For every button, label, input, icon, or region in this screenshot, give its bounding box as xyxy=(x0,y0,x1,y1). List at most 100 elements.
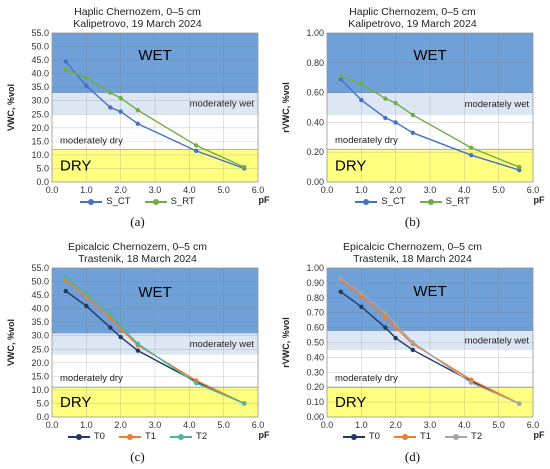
data-point-t2 xyxy=(135,341,141,347)
legend-item-t0: T0 xyxy=(67,431,105,442)
data-point-s_ct xyxy=(393,120,398,125)
y-tick-label: 25.0 xyxy=(31,109,49,119)
x-tick-label: 3.0 xyxy=(149,420,162,430)
legend-swatch xyxy=(67,433,90,441)
x-tick-label: 0.0 xyxy=(321,185,334,195)
y-tick-label: 5.0 xyxy=(36,163,49,173)
zone-label-moderately-dry: moderately dry xyxy=(335,373,398,384)
chart-legend: S_CT S_RT xyxy=(0,196,275,207)
y-axis-label: rVWC, %vol xyxy=(281,317,291,368)
x-axis-label: pF xyxy=(534,195,545,205)
panel-caption: (d) xyxy=(404,449,421,464)
zone-label-dry: DRY xyxy=(335,394,366,411)
plot-frame xyxy=(51,32,259,183)
y-tick-label: 0.40 xyxy=(306,352,324,362)
data-point-t0 xyxy=(63,288,68,294)
x-tick-label: 2.0 xyxy=(389,420,402,430)
legend-label: S_CT xyxy=(381,196,406,207)
chart-plot: 0.00 0.20 0.40 0.60 0.80 1.00 0.0 1.0 2.0 3.0 4.0 5… xyxy=(281,28,545,205)
zone-label-moderately-dry: moderately dry xyxy=(60,135,123,146)
y-tick-label: 50.0 xyxy=(31,277,49,287)
legend-item-t0: T0 xyxy=(342,431,380,442)
plot-frame xyxy=(51,267,259,418)
x-axis-label: pF xyxy=(259,195,270,205)
legend-item-s_rt: S_RT xyxy=(419,196,470,207)
x-tick-label: 0.0 xyxy=(46,420,59,430)
chart-panel-a: Haplic Chernozem, 0–5 cm Kalipetrovo, 19… xyxy=(0,0,275,234)
data-point-t2 xyxy=(118,324,123,329)
legend-swatch xyxy=(355,198,378,206)
legend-swatch xyxy=(342,433,365,441)
legend-label: T0 xyxy=(93,431,105,442)
y-tick-label: 15.0 xyxy=(31,136,49,146)
zone-label-dry: DRY xyxy=(335,158,366,175)
data-point-s_rt xyxy=(84,75,89,80)
data-point-t0 xyxy=(359,304,364,309)
data-point-t0 xyxy=(108,325,113,330)
data-point-t2 xyxy=(383,310,388,315)
zone-label-moderately-dry: moderately dry xyxy=(60,373,123,384)
y-axis-label: VWC, %vol xyxy=(6,84,16,131)
legend-label: T1 xyxy=(419,431,432,442)
data-point-t2 xyxy=(359,291,364,296)
data-point-t2 xyxy=(84,291,89,296)
zone-moderately-wet xyxy=(52,92,258,115)
data-point-t2 xyxy=(410,340,416,345)
y-tick-label: 0.60 xyxy=(306,88,324,98)
y-tick-label: 25.0 xyxy=(31,344,49,354)
data-point-t2 xyxy=(393,322,398,327)
data-point-s_rt xyxy=(383,96,388,101)
x-tick-label: 5.0 xyxy=(492,420,505,430)
zone-dry xyxy=(327,387,533,417)
y-axis-label: rVWC, %vol xyxy=(281,82,291,133)
data-point-s_rt xyxy=(410,112,416,118)
y-tick-label: 40.0 xyxy=(31,69,49,79)
legend-label: S_CT xyxy=(106,196,131,207)
x-tick-label: 1.0 xyxy=(355,185,368,195)
y-tick-label: 0.0 xyxy=(36,412,49,422)
y-tick-label: 30.0 xyxy=(31,331,49,341)
data-point-s_ct xyxy=(118,109,123,114)
data-point-t0 xyxy=(84,303,89,309)
y-tick-label: 5.0 xyxy=(36,398,49,408)
zone-label-dry: DRY xyxy=(60,394,91,411)
zone-label-wet: WET xyxy=(138,47,171,64)
zone-label-wet: WET xyxy=(413,47,446,64)
data-point-s_rt xyxy=(194,143,199,148)
x-tick-label: 1.0 xyxy=(80,420,93,430)
y-tick-label: 15.0 xyxy=(31,371,49,381)
y-tick-label: 0.00 xyxy=(306,177,324,187)
plot-frame xyxy=(326,32,534,183)
data-point-s_ct xyxy=(63,59,68,64)
zone-dry xyxy=(52,387,258,417)
chart-legend: S_CT S_RT xyxy=(275,196,550,207)
data-point-t0 xyxy=(118,334,123,340)
chart-subtitle: Trastenik, 18 March 2024 xyxy=(353,253,472,265)
y-tick-label: 35.0 xyxy=(31,317,49,327)
data-point-t0 xyxy=(410,347,416,353)
zone-wet xyxy=(327,268,533,331)
panel-caption: (b) xyxy=(404,214,421,229)
zone-label-moderately-wet: moderately wet xyxy=(190,98,255,109)
x-tick-label: 1.0 xyxy=(355,420,368,430)
chart-plot: 0.00 0.10 0.20 0.30 0.40 0.50 0.60 0.70 0.80 0.90… xyxy=(281,263,545,440)
zone-label-moderately-wet: moderately wet xyxy=(465,99,530,110)
y-tick-label: 1.00 xyxy=(306,263,324,273)
y-tick-label: 20.0 xyxy=(31,358,49,368)
x-tick-label: 2.0 xyxy=(389,185,402,195)
x-tick-label: 2.0 xyxy=(114,185,127,195)
legend-item-s_rt: S_RT xyxy=(144,196,195,207)
x-tick-label: 4.0 xyxy=(183,420,196,430)
zone-moderately-wet xyxy=(327,330,533,350)
x-tick-label: 3.0 xyxy=(424,185,437,195)
data-point-s_ct xyxy=(469,152,474,158)
legend-swatch xyxy=(445,433,468,441)
x-axis-label: pF xyxy=(259,430,270,440)
y-axis-label: VWC, %vol xyxy=(6,319,16,366)
chart-panel-d: Epicalcic Chernozem, 0–5 cm Trastenik, 1… xyxy=(275,235,550,469)
y-tick-label: 30.0 xyxy=(31,96,49,106)
data-point-s_rt xyxy=(393,100,398,106)
plot-frame xyxy=(326,267,534,418)
data-point-t1 xyxy=(108,315,113,321)
x-tick-label: 0.0 xyxy=(46,185,59,195)
